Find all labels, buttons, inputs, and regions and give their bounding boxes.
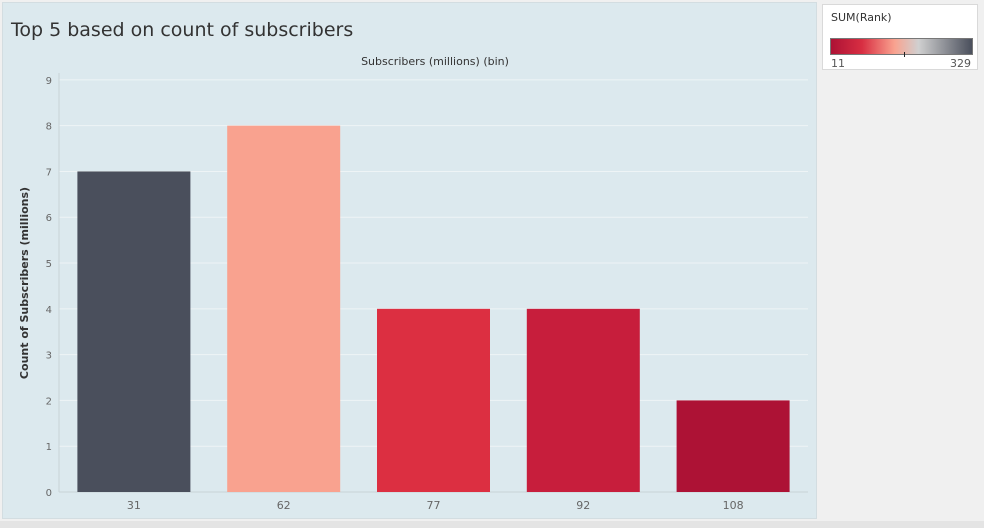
bar-77[interactable] xyxy=(377,308,490,492)
legend-min-value: 11 xyxy=(831,57,845,70)
bar-chart: 0 1 2 3 4 5 6 7 8 9 31 62 77 92 108 Subscribers (milli… xyxy=(18,55,808,512)
y-tick-label: 0 xyxy=(46,488,52,499)
x-axis-title: Subscribers (millions) (bin) xyxy=(361,55,509,68)
y-tick-label: 9 xyxy=(46,76,52,87)
legend-max-value: 329 xyxy=(950,57,971,70)
y-tick-label: 8 xyxy=(46,122,52,133)
bar-31[interactable] xyxy=(77,171,191,492)
legend-title: SUM(Rank) xyxy=(831,11,892,24)
bar-62[interactable] xyxy=(227,125,341,493)
legend-marker xyxy=(904,52,906,57)
y-tick-label: 1 xyxy=(46,442,52,453)
chart-title: Top 5 based on count of subscribers xyxy=(11,19,354,41)
y-tick-label: 7 xyxy=(46,167,52,178)
x-tick-label: 77 xyxy=(427,499,441,512)
legend-color-ramp xyxy=(830,38,973,55)
y-tick-label: 2 xyxy=(46,396,52,407)
x-tick-label: 92 xyxy=(576,499,590,512)
chart-panel: Top 5 based on count of subscribers 0 1 2 3… xyxy=(2,2,817,519)
y-tick-label: 4 xyxy=(46,305,52,316)
color-legend[interactable]: SUM(Rank) 11 329 xyxy=(822,4,978,70)
x-tick-label: 62 xyxy=(277,499,291,512)
y-axis-title: Count of Subscribers (millions) xyxy=(18,187,31,379)
tick-labels: 0 1 2 3 4 5 6 7 8 9 31 62 77 92 108 xyxy=(46,76,744,512)
y-tick-label: 3 xyxy=(46,351,52,362)
y-tick-label: 6 xyxy=(46,213,52,224)
bar-92[interactable] xyxy=(526,308,640,492)
x-tick-label: 108 xyxy=(723,499,744,512)
y-tick-label: 5 xyxy=(46,259,52,270)
bottom-strip xyxy=(0,521,984,528)
bar-108[interactable] xyxy=(676,400,790,492)
bars xyxy=(77,125,790,493)
x-tick-label: 31 xyxy=(127,499,141,512)
